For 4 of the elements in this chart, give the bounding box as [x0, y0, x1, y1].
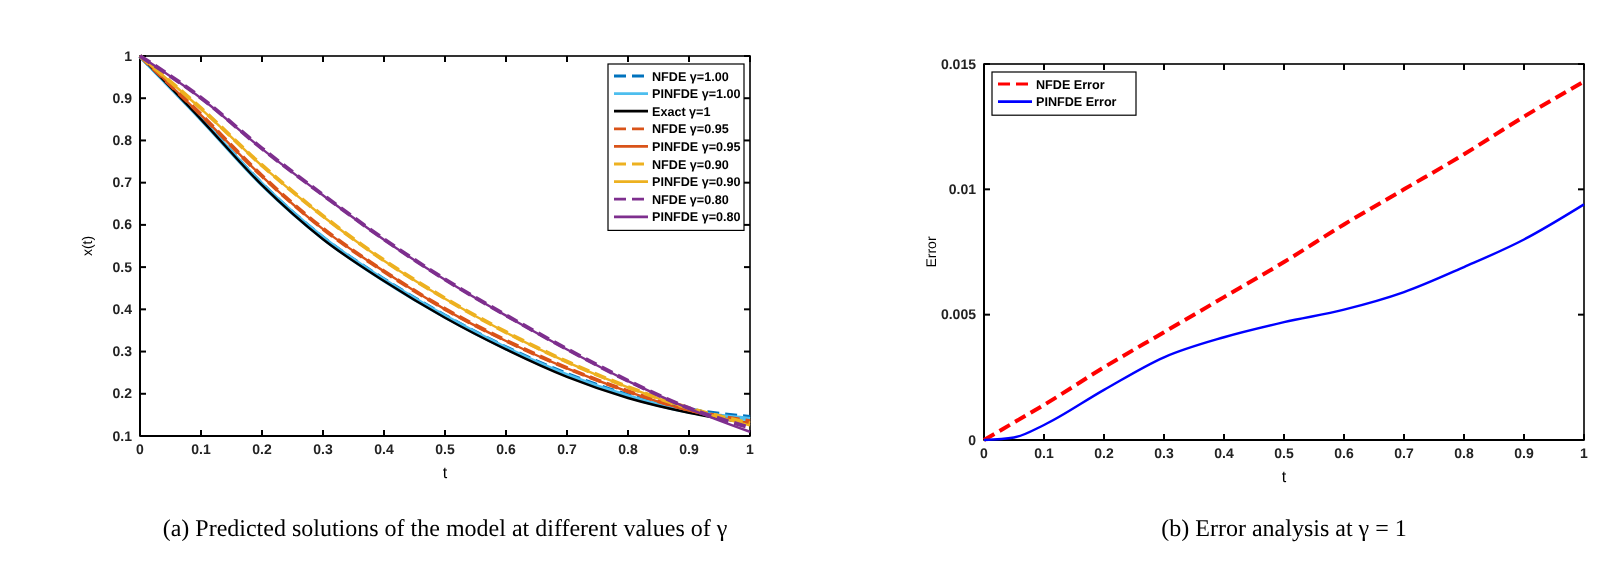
text: (b) Error analysis at γ = 1 — [1161, 514, 1407, 542]
text: (a) Predicted solutions of the model at different values of γ — [162, 514, 729, 542]
x-axis-title: t — [442, 464, 449, 482]
x-axis-title: t — [1281, 468, 1288, 486]
